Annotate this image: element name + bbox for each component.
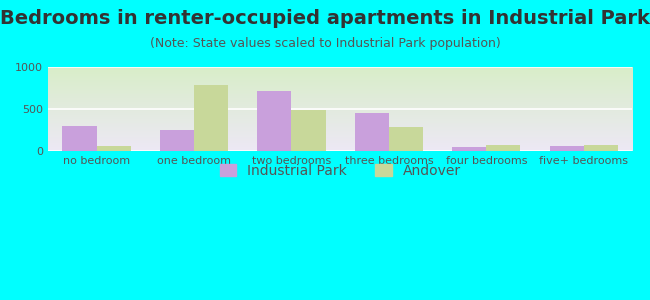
Legend: Industrial Park, Andover: Industrial Park, Andover <box>213 157 468 184</box>
Bar <box>194 85 228 151</box>
Bar <box>257 92 291 151</box>
Bar <box>62 126 97 151</box>
Bar <box>550 146 584 151</box>
Text: Bedrooms in renter-occupied apartments in Industrial Park: Bedrooms in renter-occupied apartments i… <box>0 9 650 28</box>
Text: (Note: State values scaled to Industrial Park population): (Note: State values scaled to Industrial… <box>150 38 500 50</box>
Bar <box>584 145 618 151</box>
Bar <box>160 130 194 151</box>
Bar <box>389 127 423 151</box>
Bar <box>452 147 486 151</box>
Bar <box>486 145 521 151</box>
Bar <box>291 110 326 151</box>
Bar <box>355 113 389 151</box>
Bar <box>97 146 131 151</box>
